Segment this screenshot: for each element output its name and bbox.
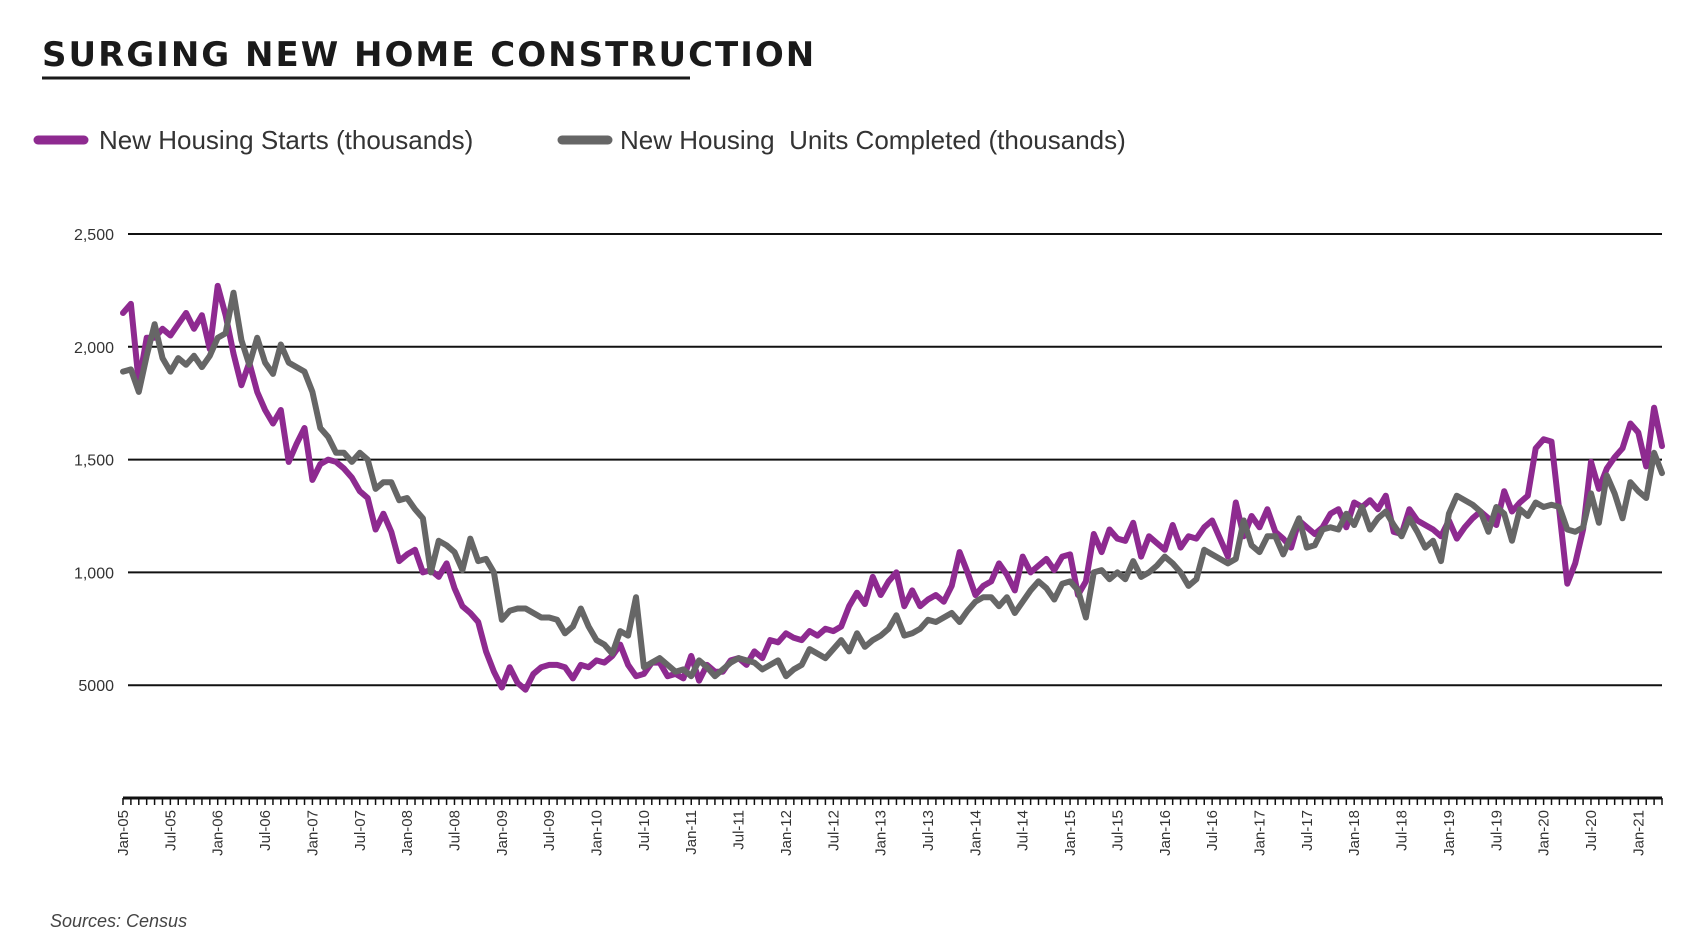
x-tick-label: Jan-11	[683, 810, 700, 855]
x-tick-label: Jan-13	[873, 810, 890, 856]
x-tick-label: Jul-14	[1015, 810, 1032, 851]
x-tick-label: Jul-17	[1299, 810, 1316, 851]
x-tick-label: Jan-05	[115, 810, 132, 856]
source-note: Sources: Census	[50, 911, 187, 931]
x-tick-label: Jul-05	[162, 810, 179, 851]
x-tick-label: Jan-06	[210, 810, 227, 856]
x-axis-labels: Jan-05 Jul-05 Jan-06 Jul-06 Jan-07 Jul-07 Jan-…	[115, 810, 1647, 856]
x-tick-label: Jul-09	[541, 810, 558, 851]
x-tick-label: Jan-16	[1157, 810, 1174, 856]
y-tick-label: 1,500	[74, 453, 114, 470]
x-tick-label: Jan-09	[494, 810, 511, 856]
y-tick-label: 5000	[78, 678, 114, 695]
series-lines	[120, 282, 1665, 693]
x-tick-label: Jan-15	[1062, 810, 1079, 856]
x-tick-label: Jan-18	[1346, 810, 1363, 856]
legend-label-completed: New Housing Units Completed (thousands)	[620, 125, 1126, 155]
x-tick-label: Jul-18	[1394, 810, 1411, 851]
x-tick-label: Jul-06	[257, 810, 274, 851]
x-tick-label: Jul-19	[1488, 810, 1505, 851]
x-tick-label: Jul-20	[1583, 810, 1600, 851]
y-axis-labels: 5000 1,000 1,500 2,000 2,500	[74, 227, 114, 695]
x-tick-label: Jul-07	[352, 810, 369, 851]
x-axis	[122, 796, 1663, 805]
x-tick-label: Jul-12	[825, 810, 842, 851]
x-tick-label: Jul-15	[1109, 810, 1126, 851]
legend-label-starts: New Housing Starts (thousands)	[99, 125, 473, 155]
x-tick-label: Jan-20	[1536, 810, 1553, 856]
x-tick-label: Jan-12	[778, 810, 795, 856]
legend: New Housing Starts (thousands) New Housi…	[33, 125, 1126, 155]
x-tick-label: Jul-11	[731, 810, 748, 850]
chart-title: SURGING NEW HOME CONSTRUCTION	[42, 35, 816, 75]
y-tick-label: 1,000	[74, 565, 114, 582]
x-tick-label: Jan-17	[1251, 810, 1268, 856]
x-tick-label: Jan-14	[967, 810, 984, 856]
x-tick-label: Jul-08	[446, 810, 463, 851]
y-tick-label: 2,500	[74, 227, 114, 244]
x-tick-label: Jan-19	[1441, 810, 1458, 856]
x-tick-label: Jan-21	[1630, 810, 1647, 856]
series-line-completed	[120, 289, 1665, 680]
x-tick-label: Jul-16	[1204, 810, 1221, 851]
x-tick-label: Jul-13	[920, 810, 937, 851]
x-tick-label: Jan-08	[399, 810, 416, 856]
x-tick-label: Jan-07	[304, 810, 321, 856]
x-tick-label: Jan-10	[589, 810, 606, 856]
x-tick-label: Jul-10	[636, 810, 653, 851]
y-tick-label: 2,000	[74, 340, 114, 357]
